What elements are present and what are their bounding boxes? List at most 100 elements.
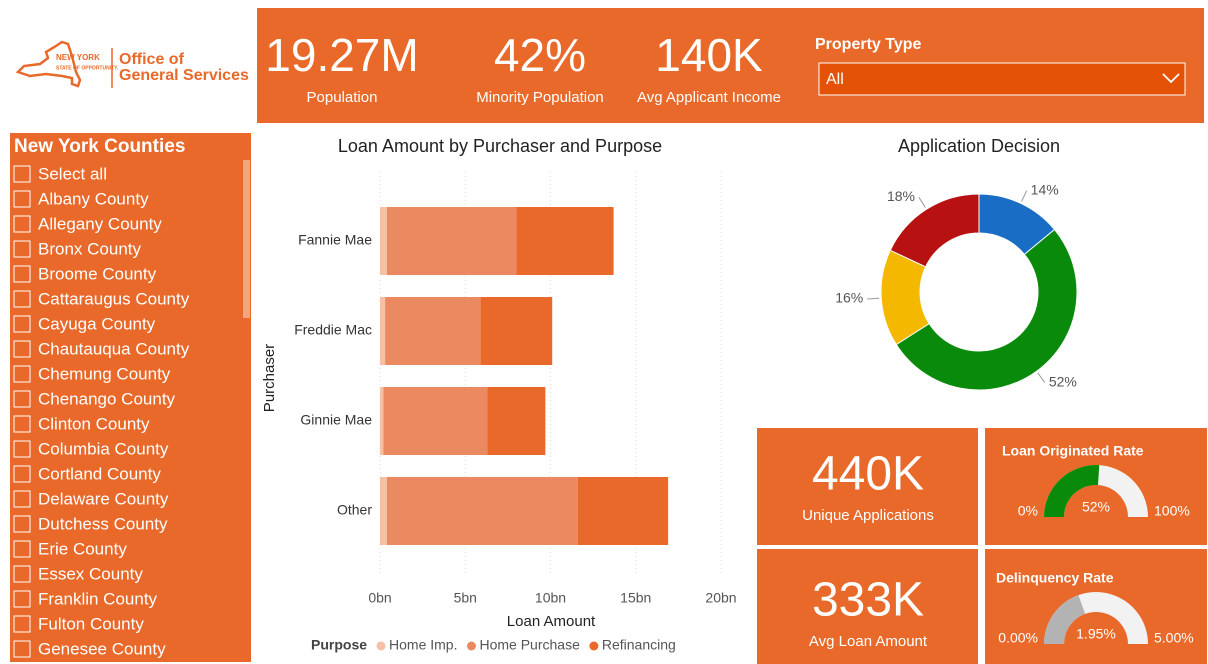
- checkbox[interactable]: [13, 565, 31, 583]
- slicer-item: Essex County: [38, 564, 143, 583]
- slicer-item: Dutchess County: [38, 514, 168, 533]
- x-tick-label: 20bn: [705, 590, 736, 606]
- x-tick-label: 15bn: [620, 590, 651, 606]
- checkbox[interactable]: [13, 615, 31, 633]
- card: [757, 428, 978, 545]
- y-tick-label: Ginnie Mae: [300, 412, 372, 428]
- checkbox[interactable]: [13, 540, 31, 558]
- bar-segment: [516, 207, 614, 275]
- slicer-item: Albany County: [38, 189, 149, 208]
- kpi-value: 19.27M: [265, 29, 418, 81]
- checkbox[interactable]: [13, 165, 31, 183]
- checkbox[interactable]: [13, 315, 31, 333]
- data-label: 52%: [1049, 373, 1077, 389]
- bar-segment: [380, 207, 387, 275]
- filter-selected: All: [826, 71, 844, 88]
- checkbox[interactable]: [13, 365, 31, 383]
- y-tick-label: Other: [337, 502, 372, 518]
- logo-motto: STATE OF OPPORTUNITY.: [56, 65, 119, 71]
- data-label: 16%: [835, 290, 863, 306]
- filter-dropdown[interactable]: [818, 62, 1186, 96]
- gauge-min-label: 0%: [1018, 503, 1038, 519]
- logo-state: NEW YORK: [56, 53, 100, 62]
- slicer-panel: [10, 133, 251, 662]
- checkbox[interactable]: [13, 215, 31, 233]
- slicer-item: Chenango County: [38, 389, 176, 408]
- gauge-title: Loan Originated Rate: [1002, 443, 1144, 459]
- bar-segment: [383, 387, 488, 455]
- bar-segment: [385, 297, 481, 365]
- bar-segment: [386, 207, 517, 275]
- checkbox[interactable]: [13, 640, 31, 658]
- slicer-scrollbar[interactable]: [243, 160, 250, 318]
- legend-title: Purpose: [311, 637, 367, 653]
- bar-segment: [380, 297, 386, 365]
- state-outline: [15, 40, 82, 88]
- chart-title: Application Decision: [898, 136, 1060, 156]
- legend-swatch: [466, 641, 476, 651]
- slicer-item: Genesee County: [38, 639, 166, 658]
- checkbox[interactable]: [13, 415, 31, 433]
- gauge-min-label: 0.00%: [998, 630, 1038, 646]
- leader-line: [918, 197, 926, 208]
- slicer-item: Erie County: [38, 539, 127, 558]
- logo-line1: Office of: [119, 51, 185, 68]
- bar-segment: [577, 477, 669, 545]
- y-tick-label: Freddie Mac: [294, 322, 372, 338]
- checkbox[interactable]: [13, 290, 31, 308]
- dropdown-chevron: [1162, 73, 1180, 84]
- leader-line: [867, 297, 880, 300]
- data-label: 18%: [887, 188, 915, 204]
- bar-segment: [480, 297, 553, 365]
- gauge-card: [985, 428, 1207, 545]
- x-axis-label: Loan Amount: [507, 613, 596, 630]
- y-tick-label: Fannie Mae: [298, 232, 372, 248]
- slicer-item: Bronx County: [38, 239, 141, 258]
- slicer-item: Select all: [38, 164, 107, 183]
- slicer-item: Franklin County: [38, 589, 158, 608]
- logo: NEW YORK STATE OF OPPORTUNITY. Office of…: [15, 40, 249, 88]
- checkbox[interactable]: [13, 490, 31, 508]
- slicer-item: Columbia County: [38, 439, 169, 458]
- checkbox[interactable]: [13, 340, 31, 358]
- y-axis-label: Purchaser: [261, 344, 278, 412]
- card-label: Avg Loan Amount: [809, 633, 928, 650]
- kpi-label: Avg Applicant Income: [637, 89, 781, 106]
- legend-swatch: [376, 641, 386, 651]
- filter-label: Property Type: [815, 36, 922, 53]
- slicer-title: New York Counties: [14, 136, 185, 157]
- checkbox[interactable]: [13, 440, 31, 458]
- slicer-list: Select all Albany County Allegany County Br…: [13, 164, 190, 658]
- checkbox[interactable]: [13, 590, 31, 608]
- card-value: 440K: [812, 448, 924, 501]
- x-tick-label: 5bn: [454, 590, 477, 606]
- kpi-value: 140K: [655, 29, 763, 81]
- leader-line: [1021, 190, 1028, 202]
- x-tick-label: 10bn: [535, 590, 566, 606]
- checkbox[interactable]: [13, 240, 31, 258]
- legend-swatch: [589, 641, 599, 651]
- gauge-value-label: 1.95%: [1076, 626, 1116, 642]
- slicer-item: Allegany County: [38, 214, 162, 233]
- slicer-item: Fulton County: [38, 614, 144, 633]
- checkbox[interactable]: [13, 190, 31, 208]
- x-tick-label: 0bn: [368, 590, 391, 606]
- legend-label: Home Imp.: [389, 637, 457, 653]
- slicer-item: Clinton County: [38, 414, 150, 433]
- legend-label: Home Purchase: [479, 637, 580, 653]
- donut-slice: [895, 228, 1078, 391]
- bar-segment: [487, 387, 546, 455]
- slicer-item: Cayuga County: [38, 314, 156, 333]
- card-label: Unique Applications: [802, 507, 934, 524]
- checkbox[interactable]: [13, 265, 31, 283]
- gauge-title: Delinquency Rate: [996, 570, 1114, 586]
- slicer-item: Chemung County: [38, 364, 171, 383]
- gauge-max-label: 5.00%: [1154, 630, 1194, 646]
- bar-segment: [386, 477, 578, 545]
- checkbox[interactable]: [13, 515, 31, 533]
- checkbox[interactable]: [13, 465, 31, 483]
- kpi-value: 42%: [494, 29, 586, 81]
- checkbox[interactable]: [13, 390, 31, 408]
- slicer-item: Broome County: [38, 264, 157, 283]
